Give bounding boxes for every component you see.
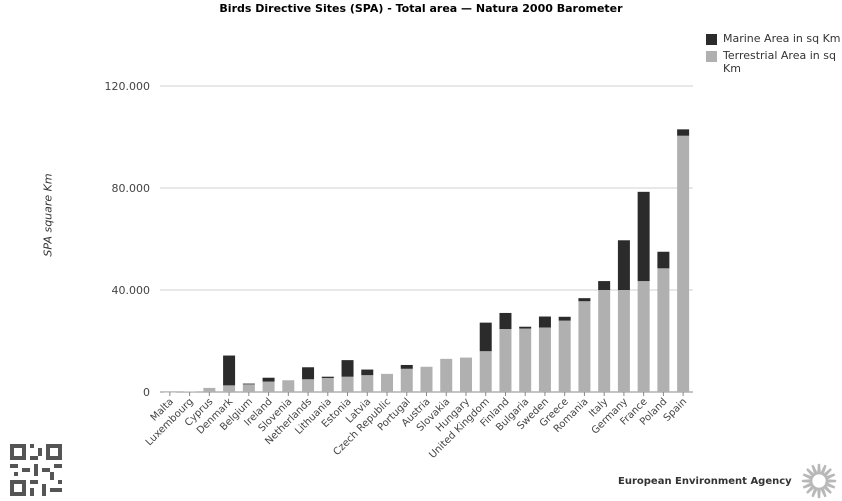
bar-terrestrial[interactable] [459, 357, 472, 392]
bar-terrestrial[interactable] [223, 385, 236, 392]
bar-terrestrial[interactable] [302, 379, 315, 392]
logo-ray [822, 484, 832, 494]
logo-ray [802, 481, 814, 489]
logo-ray [802, 473, 814, 481]
logo-ray [824, 481, 836, 489]
bar-terrestrial[interactable] [677, 135, 690, 392]
bar-terrestrial[interactable] [637, 281, 650, 392]
logo-ray [801, 479, 813, 483]
bar-terrestrial[interactable] [381, 373, 394, 392]
logo-ray [817, 487, 821, 499]
y-tick-label: 0 [143, 386, 150, 399]
bar-terrestrial[interactable] [262, 381, 275, 392]
chart-title: Birds Directive Sites (SPA) - Total area… [219, 2, 623, 15]
bar-terrestrial[interactable] [321, 377, 334, 392]
legend-item-terrestrial[interactable]: Terrestrial Area in sq Km [706, 49, 842, 75]
bar-terrestrial[interactable] [183, 391, 196, 393]
bar-marine[interactable] [657, 251, 670, 269]
bar-marine[interactable] [578, 298, 591, 302]
logo-ray [806, 468, 816, 478]
legend-label-terrestrial: Terrestrial Area in sq Km [723, 49, 836, 75]
bar-marine[interactable] [242, 383, 255, 385]
bar-marine[interactable] [519, 326, 532, 329]
logo-ray [824, 473, 836, 481]
bar-terrestrial[interactable] [657, 268, 670, 392]
bar-marine[interactable] [558, 316, 571, 321]
bar-terrestrial[interactable] [361, 375, 374, 392]
y-tick-label: 40.000 [112, 284, 151, 297]
bar-terrestrial[interactable] [519, 328, 532, 392]
bar-marine[interactable] [499, 312, 512, 330]
logo-ray [817, 463, 821, 475]
bar-marine[interactable] [321, 376, 334, 378]
legend-swatch-terrestrial [706, 51, 717, 62]
bar-terrestrial[interactable] [598, 290, 611, 392]
bar-marine[interactable] [598, 281, 611, 290]
bar-terrestrial[interactable] [538, 327, 551, 392]
bar-marine[interactable] [302, 367, 315, 380]
logo-ray [819, 464, 827, 476]
y-tick-label: 120.000 [105, 80, 151, 93]
legend-label-marine: Marine Area in sq Km [723, 32, 841, 45]
bar-marine[interactable] [617, 240, 630, 290]
bar-terrestrial[interactable] [242, 384, 255, 392]
eea-logo-icon [801, 463, 837, 499]
legend-swatch-marine [706, 34, 717, 45]
logo-ray [825, 479, 837, 483]
y-tick-label: 80.000 [112, 182, 151, 195]
bar-marine[interactable] [538, 316, 551, 328]
bar-terrestrial[interactable] [558, 320, 571, 392]
bar-terrestrial[interactable] [479, 351, 492, 392]
bar-marine[interactable] [400, 364, 413, 369]
bar-terrestrial[interactable] [578, 301, 591, 392]
logo-ray [811, 464, 819, 476]
qr-code-icon [10, 444, 62, 496]
bar-marine[interactable] [341, 360, 354, 377]
logo-ray [806, 484, 816, 494]
bar-terrestrial[interactable] [203, 387, 216, 392]
bar-terrestrial[interactable] [341, 376, 354, 392]
legend-item-marine[interactable]: Marine Area in sq Km [706, 32, 842, 45]
legend: Marine Area in sq Km Terrestrial Area in… [706, 32, 842, 79]
bar-terrestrial[interactable] [400, 368, 413, 392]
bar-marine[interactable] [677, 129, 690, 136]
bar-terrestrial[interactable] [617, 290, 630, 392]
bar-marine[interactable] [637, 191, 650, 282]
bar-marine[interactable] [223, 355, 236, 386]
bar-terrestrial[interactable] [282, 380, 295, 392]
bar-marine[interactable] [262, 377, 275, 382]
logo-ray [811, 486, 819, 498]
logo-ray [819, 486, 827, 498]
agency-footer: European Environment Agency [618, 476, 792, 487]
logo-ray [822, 468, 832, 478]
bar-terrestrial[interactable] [499, 329, 512, 392]
bar-marine[interactable] [479, 322, 492, 352]
bar-marine[interactable] [361, 369, 374, 376]
bar-terrestrial[interactable] [440, 358, 453, 392]
bar-terrestrial[interactable] [420, 366, 433, 392]
